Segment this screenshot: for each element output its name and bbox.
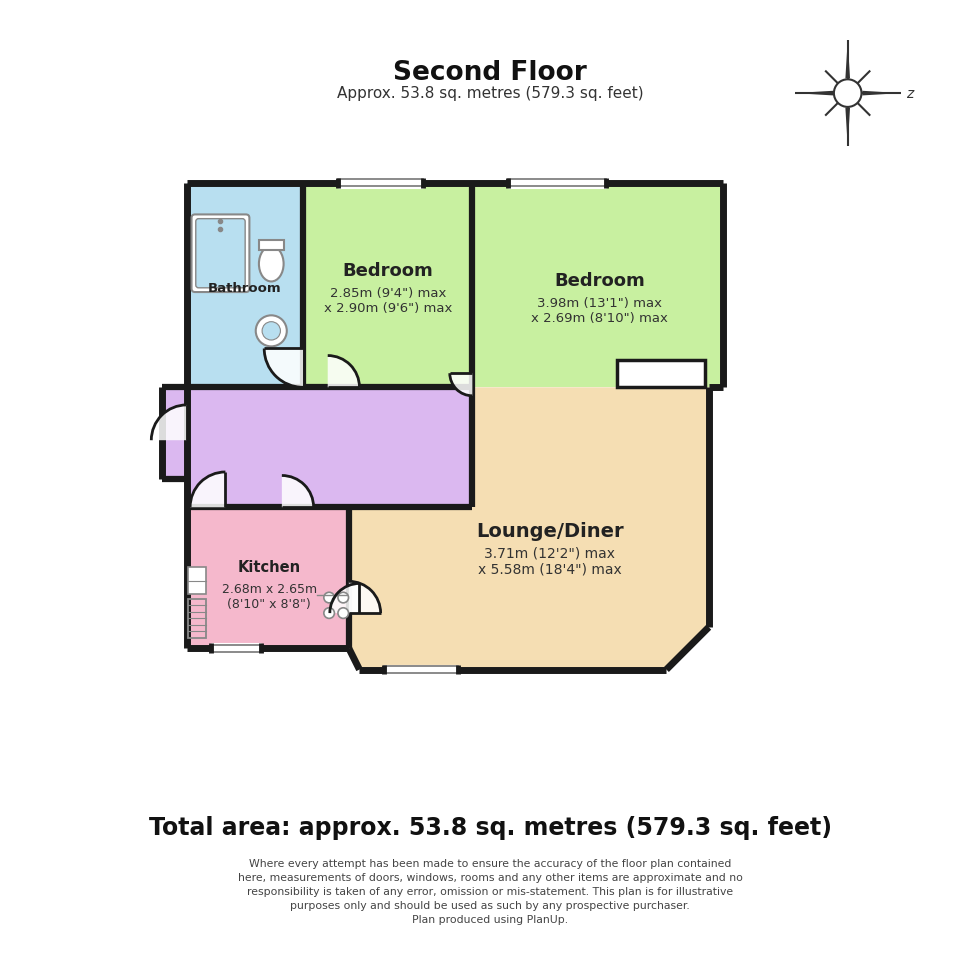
Text: 3.71m (12'2") max
x 5.58m (18'4") max: 3.71m (12'2") max x 5.58m (18'4") max	[478, 547, 622, 576]
Text: Kitchen: Kitchen	[237, 560, 301, 574]
Bar	[188, 567, 206, 594]
Wedge shape	[190, 472, 225, 508]
Circle shape	[338, 592, 349, 603]
Circle shape	[262, 321, 280, 340]
Text: 2.68m x 2.65m
(8'10" x 8'8"): 2.68m x 2.65m (8'10" x 8'8")	[221, 583, 317, 611]
Polygon shape	[186, 508, 349, 649]
Bar	[260, 240, 284, 250]
Text: Where every attempt has been made to ensure the accuracy of the floor plan conta: Where every attempt has been made to ens…	[237, 858, 743, 925]
Text: Second Floor: Second Floor	[393, 61, 587, 86]
Wedge shape	[450, 373, 472, 396]
Text: Lounge/Diner: Lounge/Diner	[476, 522, 624, 541]
Circle shape	[323, 608, 334, 618]
Text: 2.85m (9'4") max
x 2.90m (9'6") max: 2.85m (9'4") max x 2.90m (9'6") max	[323, 286, 452, 315]
Polygon shape	[795, 91, 833, 95]
Polygon shape	[349, 387, 723, 669]
Ellipse shape	[259, 246, 283, 281]
Circle shape	[323, 592, 334, 603]
Polygon shape	[862, 91, 901, 95]
Text: Approx. 53.8 sq. metres (579.3 sq. feet): Approx. 53.8 sq. metres (579.3 sq. feet)	[337, 85, 643, 101]
Polygon shape	[846, 40, 850, 78]
Circle shape	[256, 316, 287, 346]
Wedge shape	[151, 405, 186, 440]
Polygon shape	[472, 182, 723, 387]
Text: Bathroom: Bathroom	[208, 282, 281, 295]
Text: 3.98m (13'1") max
x 2.69m (8'10") max: 3.98m (13'1") max x 2.69m (8'10") max	[531, 297, 667, 325]
Polygon shape	[846, 108, 850, 146]
Wedge shape	[265, 349, 303, 387]
Polygon shape	[303, 182, 472, 387]
Text: z: z	[906, 87, 913, 101]
Wedge shape	[330, 583, 360, 613]
Wedge shape	[282, 475, 314, 508]
Text: Bedroom: Bedroom	[554, 272, 645, 290]
Bar	[617, 361, 706, 387]
Polygon shape	[186, 387, 472, 508]
Text: Bedroom: Bedroom	[342, 262, 433, 280]
Wedge shape	[349, 581, 380, 613]
Text: Total area: approx. 53.8 sq. metres (579.3 sq. feet): Total area: approx. 53.8 sq. metres (579…	[149, 816, 831, 840]
Wedge shape	[327, 356, 360, 387]
FancyBboxPatch shape	[191, 215, 249, 292]
Circle shape	[338, 608, 349, 618]
Bar	[188, 599, 206, 638]
Polygon shape	[162, 387, 186, 479]
Polygon shape	[186, 182, 303, 387]
FancyBboxPatch shape	[196, 219, 245, 288]
Circle shape	[834, 79, 861, 107]
